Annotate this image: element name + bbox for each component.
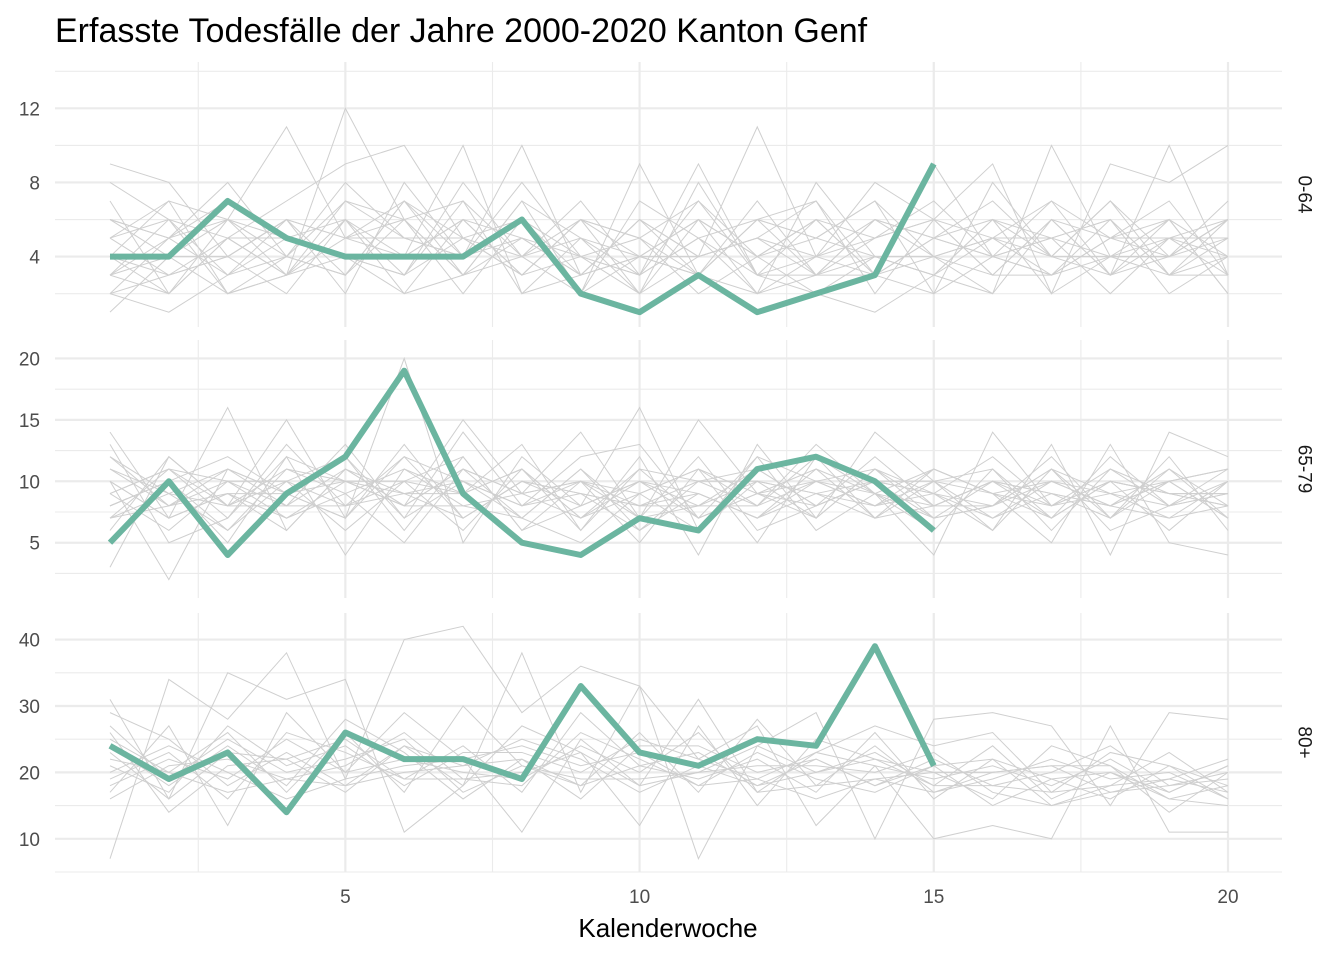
x-tick-label: 15 [923,887,944,908]
y-tick-label: 4 [29,248,40,269]
background-series-line [109,456,1229,519]
highlight-series-line [110,162,937,316]
y-tick-label: 8 [29,173,40,194]
y-tick-label: 15 [19,411,40,432]
background-series-line [109,125,1229,295]
x-axis-label: Kalenderwoche [578,913,757,943]
y-tick-label: 40 [19,631,40,652]
y-tick-label: 30 [19,697,40,718]
background-series-line [109,468,1229,519]
background-series-line [109,731,1229,807]
background-series-line [109,144,1229,313]
highlight-series-line [108,643,937,816]
y-tick-label: 12 [19,99,40,120]
background-series-line [109,125,1229,295]
background-series-line [109,738,1229,800]
y-tick-label: 20 [19,763,40,784]
facet-panels: 4 8 12 0-64 5 10 15 20 65-79 10 20 30 40 80+ 5 10 15 20 [19,62,1314,908]
background-series-line [109,444,1229,544]
background-series-line [109,200,1229,295]
background-series-line [109,356,1229,568]
facet-panel-0: 4 8 12 0-64 [19,62,1314,327]
background-series-line [109,718,1229,800]
background-series-line [109,725,1229,793]
background-series-line [109,144,1229,313]
background-series-line [109,468,1229,532]
background-series-line [109,200,1229,295]
y-tick-label: 5 [29,534,40,555]
x-tick-label: 20 [1217,887,1238,908]
background-series-line [109,455,1229,519]
facet-panel-1: 5 10 15 20 65-79 [19,340,1314,598]
background-series-line [109,731,1229,800]
y-tick-label: 10 [19,830,40,851]
chart-title: Erfasste Todesfälle der Jahre 2000-2020 … [55,12,868,50]
highlight-series-line [107,367,936,558]
facet-strip-label: 65-79 [1293,445,1314,494]
background-series-line [109,200,1229,295]
background-series-line [109,651,1228,840]
facet-panel-2: 10 20 30 40 80+ [19,613,1314,873]
x-tick-label: 10 [629,887,650,908]
facet-strip-label: 0-64 [1293,175,1314,213]
x-tick-label: 5 [340,887,351,908]
background-series-line [109,200,1229,295]
y-tick-label: 20 [19,349,40,370]
background-series-line [109,725,1229,807]
facet-strip-label: 80+ [1293,726,1314,758]
y-tick-label: 10 [19,472,40,493]
